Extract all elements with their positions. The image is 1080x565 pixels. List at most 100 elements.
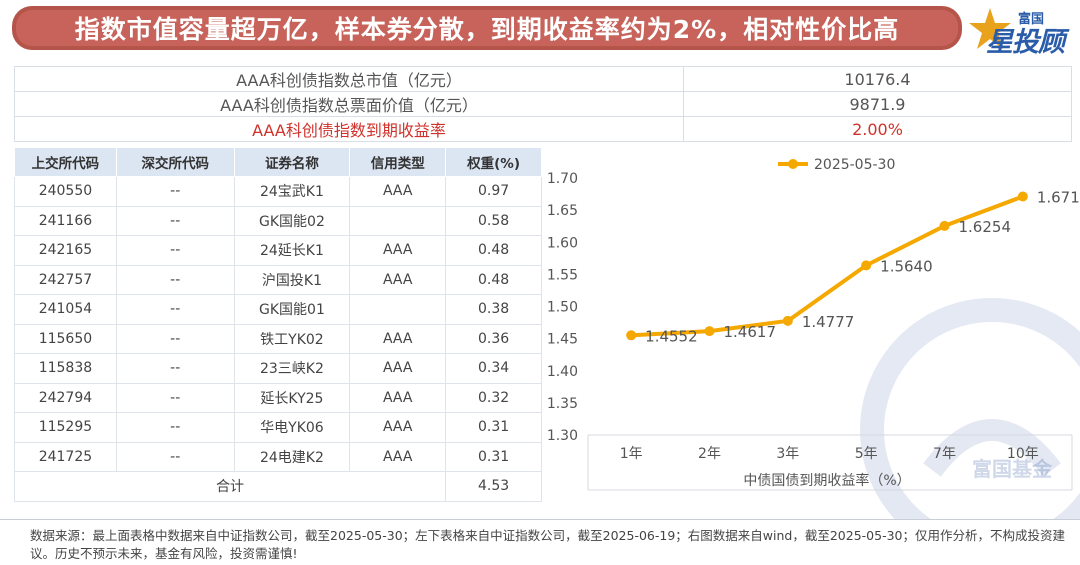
szse-code-cell: --	[115, 382, 235, 413]
sse-code-cell: 241166	[14, 205, 117, 236]
holdings-total-row: 合计 4.53	[13, 471, 542, 502]
logo-top-text: 富国	[1018, 12, 1045, 27]
weight-cell: 0.31	[445, 441, 542, 472]
holdings-row: 242794 -- 延长KY25 AAA 0.32	[14, 382, 542, 413]
summary-row: AAA科创债指数总票面价值（亿元） 9871.9	[14, 91, 1072, 117]
yield-curve-chart: 富国基金 2025-05-30 1.30 1.35 1.40 1.45 1.50 1.55…	[542, 140, 1080, 562]
x-tick-label: 7年	[933, 446, 956, 462]
chart-marks: 1.4552 1.4617 1.4777 1.5640 1.6254 1.6712	[626, 189, 1080, 345]
sse-code-cell: 241054	[14, 294, 117, 325]
security-name-cell: 延长KY25	[233, 382, 351, 413]
y-tick-label: 1.65	[547, 203, 578, 219]
holdings-row: 242757 -- 沪国投K1 AAA 0.48	[14, 264, 542, 295]
weight-cell: 0.34	[445, 353, 542, 384]
x-tick-label: 1年	[620, 446, 643, 462]
data-label: 1.6254	[959, 218, 1012, 236]
x-axis-title: 中债国债到期收益率（%）	[743, 472, 910, 489]
credit-type-cell: AAA	[349, 264, 447, 295]
data-label: 1.6712	[1037, 189, 1080, 207]
summary-label: AAA科创债指数总市值（亿元）	[14, 66, 684, 92]
holdings-table: 上交所代码 深交所代码 证券名称 信用类型 权重(%) 240550 -- 24宝武…	[13, 147, 542, 502]
credit-type-cell	[349, 294, 447, 325]
col-header-credit-type: 信用类型	[349, 147, 447, 177]
summary-value: 2.00%	[683, 116, 1072, 142]
chart-legend: 2025-05-30	[778, 157, 895, 173]
col-header-weight: 权重(%)	[445, 147, 542, 177]
data-point	[861, 260, 872, 271]
brand-logo: 富国 星投顾	[968, 6, 1076, 58]
security-name-cell: 23三峡K2	[233, 353, 351, 384]
szse-code-cell: --	[115, 235, 235, 266]
security-name-cell: GK国能02	[233, 205, 351, 236]
footer-divider	[0, 519, 1080, 520]
data-point	[782, 315, 793, 326]
credit-type-cell: AAA	[349, 441, 447, 472]
weight-cell: 0.38	[445, 294, 542, 325]
title-banner: 指数市值容量超万亿，样本券分散，到期收益率约为2%，相对性价比高	[12, 6, 962, 50]
weight-cell: 0.48	[445, 235, 542, 266]
legend-swatch-dot	[788, 159, 798, 169]
security-name-cell: 24延长K1	[233, 235, 351, 266]
credit-type-cell: AAA	[349, 412, 447, 443]
y-tick-label: 1.30	[547, 428, 578, 444]
sse-code-cell: 240550	[14, 176, 117, 207]
data-point	[704, 326, 715, 337]
security-name-cell: 铁工YK02	[233, 323, 351, 354]
weight-cell: 0.36	[445, 323, 542, 354]
data-point	[939, 220, 950, 231]
y-tick-label: 1.40	[547, 364, 578, 380]
holdings-row: 241054 -- GK国能01 0.38	[14, 294, 542, 325]
data-label: 1.4617	[724, 323, 777, 341]
y-tick-label: 1.60	[547, 235, 578, 251]
col-header-szse-code: 深交所代码	[115, 147, 235, 177]
title-banner-inner: 指数市值容量超万亿，样本券分散，到期收益率约为2%，相对性价比高	[16, 10, 958, 46]
total-label: 合计	[13, 471, 447, 502]
summary-label: AAA科创债指数总票面价值（亿元）	[14, 91, 684, 117]
data-point	[626, 330, 637, 341]
star-icon	[969, 8, 1011, 49]
szse-code-cell: --	[115, 205, 235, 236]
watermark-text: 富国基金	[972, 457, 1053, 481]
security-name-cell: 24宝武K1	[233, 176, 351, 207]
szse-code-cell: --	[115, 353, 235, 384]
col-header-security-name: 证券名称	[233, 147, 351, 177]
szse-code-cell: --	[115, 294, 235, 325]
weight-cell: 0.58	[445, 205, 542, 236]
credit-type-cell: AAA	[349, 353, 447, 384]
data-source-footnote: 数据来源：最上面表格中数据来自中证指数公司，截至2025-05-30；左下表格来…	[30, 528, 1065, 561]
total-value: 4.53	[445, 471, 542, 502]
holdings-row: 241166 -- GK国能02 0.58	[14, 205, 542, 236]
summary-row-yield: AAA科创债指数到期收益率 2.00%	[14, 116, 1072, 142]
security-name-cell: 24电建K2	[233, 441, 351, 472]
holdings-row: 242165 -- 24延长K1 AAA 0.48	[14, 235, 542, 266]
holdings-header-row: 上交所代码 深交所代码 证券名称 信用类型 权重(%)	[14, 147, 542, 177]
summary-value: 9871.9	[683, 91, 1072, 117]
x-tick-label: 10年	[1007, 446, 1039, 462]
sse-code-cell: 115838	[14, 353, 117, 384]
security-name-cell: 沪国投K1	[233, 264, 351, 295]
data-point	[1017, 191, 1028, 202]
y-tick-label: 1.50	[547, 300, 578, 316]
legend-label: 2025-05-30	[814, 157, 895, 173]
holdings-row: 115295 -- 华电YK06 AAA 0.31	[14, 412, 542, 443]
szse-code-cell: --	[115, 264, 235, 295]
chart-axes: 1.30 1.35 1.40 1.45 1.50 1.55 1.60 1.65 1.70 1年 2年…	[547, 171, 1073, 491]
szse-code-cell: --	[115, 412, 235, 443]
summary-label: AAA科创债指数到期收益率	[14, 116, 684, 142]
y-tick-label: 1.55	[547, 267, 578, 283]
page-title: 指数市值容量超万亿，样本券分散，到期收益率约为2%，相对性价比高	[74, 15, 900, 44]
data-label: 1.4777	[802, 313, 855, 331]
szse-code-cell: --	[115, 176, 235, 207]
holdings-row: 240550 -- 24宝武K1 AAA 0.97	[14, 176, 542, 207]
data-label: 1.5640	[880, 257, 933, 275]
col-header-sse-code: 上交所代码	[14, 147, 117, 177]
credit-type-cell: AAA	[349, 176, 447, 207]
weight-cell: 0.48	[445, 264, 542, 295]
credit-type-cell: AAA	[349, 235, 447, 266]
y-tick-label: 1.35	[547, 396, 578, 412]
sse-code-cell: 242794	[14, 382, 117, 413]
y-tick-label: 1.45	[547, 332, 578, 348]
holdings-row: 241725 -- 24电建K2 AAA 0.31	[14, 441, 542, 472]
credit-type-cell: AAA	[349, 382, 447, 413]
holdings-row: 115838 -- 23三峡K2 AAA 0.34	[14, 353, 542, 384]
